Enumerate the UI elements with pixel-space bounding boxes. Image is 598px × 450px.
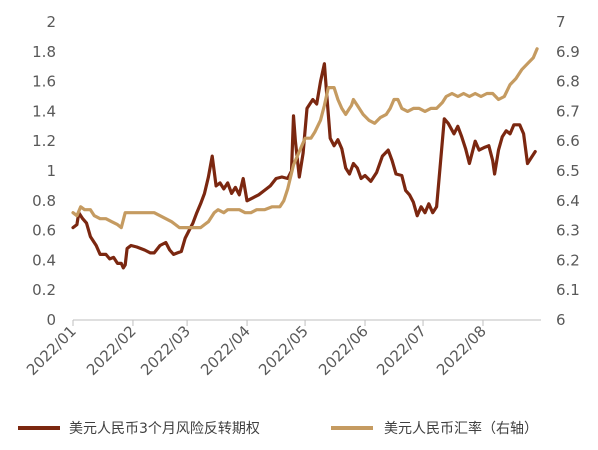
y-right-tick-label: 6.9 bbox=[556, 43, 580, 61]
y-right-tick-label: 6.5 bbox=[556, 162, 580, 180]
y-right-tick-label: 6.1 bbox=[556, 281, 580, 299]
y-left-tick-label: 0.6 bbox=[32, 222, 56, 240]
x-tick-label: 2022/01 bbox=[23, 322, 80, 379]
x-tick-label: 2022/07 bbox=[373, 322, 430, 379]
y-right-tick-label: 6.6 bbox=[556, 132, 580, 150]
y-left-tick-label: 0.8 bbox=[32, 192, 56, 210]
x-tick-label: 2022/08 bbox=[433, 322, 490, 379]
legend-label-2: 美元人民币汇率（右轴） bbox=[384, 420, 538, 437]
axes: 0 0.2 0.4 0.6 0.8 1 1.2 1.4 1.6 1.8 2 6 6.1 6.2 6.3 6.4… bbox=[23, 13, 580, 379]
y-right-tick-label: 6.2 bbox=[556, 251, 580, 269]
x-tick-label: 2022/06 bbox=[315, 322, 372, 379]
y-left-tick-label: 0.2 bbox=[32, 281, 56, 299]
y-right-tick-label: 7 bbox=[556, 13, 566, 31]
legend-label-1: 美元人民币3个月风险反转期权 bbox=[69, 421, 260, 437]
y-left-tick-label: 1.8 bbox=[32, 43, 56, 61]
series-lines bbox=[71, 47, 539, 270]
series-line-2 bbox=[71, 47, 539, 230]
y-right-tick-label: 6.4 bbox=[556, 192, 580, 210]
legend: 美元人民币3个月风险反转期权 美元人民币汇率（右轴） bbox=[18, 420, 538, 437]
x-tick-label: 2022/05 bbox=[255, 322, 312, 379]
x-tick-label: 2022/03 bbox=[137, 322, 194, 379]
y-left-tick-label: 2 bbox=[46, 13, 56, 31]
y-left-tick-label: 0.4 bbox=[32, 251, 56, 269]
y-left-tick-label: 1.4 bbox=[32, 102, 56, 120]
y-right-tick-label: 6.3 bbox=[556, 222, 580, 240]
y-right-tick-label: 6.7 bbox=[556, 102, 580, 120]
y-left-tick-label: 0 bbox=[46, 311, 56, 329]
x-tick-label: 2022/04 bbox=[197, 322, 254, 379]
series-line-1 bbox=[71, 62, 537, 270]
y-left-tick-label: 1 bbox=[46, 162, 56, 180]
y-right-tick-label: 6 bbox=[556, 311, 566, 329]
x-tick-label: 2022/02 bbox=[83, 322, 140, 379]
y-left-tick-label: 1.6 bbox=[32, 73, 56, 91]
y-left-tick-label: 1.2 bbox=[32, 132, 56, 150]
y-right-tick-label: 6.8 bbox=[556, 73, 580, 91]
